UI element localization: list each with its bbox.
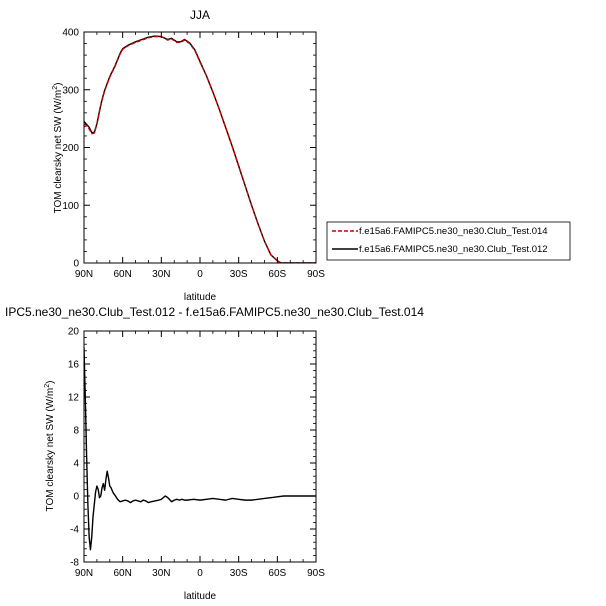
bottom-chart-xlabel: latitude [184, 591, 217, 602]
bottom-chart-ytick-label: 16 [68, 360, 80, 371]
top-chart-xtick-label: 60N [113, 269, 131, 280]
top-chart-plot-area: 90N 60N 30N 0 30S 60S 90S 0 100 200 300 400 [62, 28, 325, 281]
bottom-chart-ytick-label: 8 [73, 426, 79, 437]
bottom-chart-xtick-label: 90S [307, 568, 325, 579]
bottom-chart-frame [83, 330, 317, 563]
bottom-chart-title: IPC5.ne30_ne30.Club_Test.012 - f.e15a6.F… [5, 305, 424, 319]
top-chart-ytick-label: 300 [62, 85, 79, 96]
top-chart-xtick-label: 30S [230, 269, 248, 280]
legend: f.e15a6.FAMIPC5.ne30_ne30.Club_Test.014 … [326, 221, 571, 261]
bottom-chart: IPC5.ne30_ne30.Club_Test.012 - f.e15a6.F… [5, 305, 424, 602]
bottom-chart-xtick-label: 60S [268, 568, 286, 579]
top-chart-xtick-label: 30N [152, 269, 170, 280]
bottom-chart-ylabel-close: ) [45, 381, 56, 384]
top-chart-ylabel-close: ) [53, 83, 64, 86]
bottom-chart-series-line-1 [84, 347, 316, 551]
top-chart-xlabel: latitude [184, 292, 217, 303]
top-chart-xtick-label: 60S [268, 269, 286, 280]
bottom-chart-ylabel-sup: 2 [44, 384, 51, 388]
top-chart-ylabel-text: TOM clearsky net SW (W/m [53, 90, 64, 214]
bottom-chart-xtick-label: 60N [113, 568, 131, 579]
top-chart-ytick-label: 400 [62, 28, 79, 39]
bottom-chart-xtick-label: 90N [75, 568, 93, 579]
legend-label-series-2: f.e15a6.FAMIPC5.ne30_ne30.Club_Test.012 [359, 244, 548, 255]
top-chart-title: JJA [190, 8, 210, 22]
bottom-chart-ytick-label: 4 [73, 459, 79, 470]
bottom-chart-xtick-label: 0 [197, 568, 203, 579]
top-chart-xtick-label: 90S [307, 269, 325, 280]
bottom-chart-ylabel-text: TOM clearsky net SW (W/m [45, 388, 56, 512]
top-chart-xtick-label: 0 [197, 269, 203, 280]
bottom-chart-ytick-label: 20 [68, 327, 80, 338]
top-chart-xtick-label: 90N [75, 269, 93, 280]
legend-label-series-1: f.e15a6.FAMIPC5.ne30_ne30.Club_Test.014 [359, 226, 548, 237]
top-chart: JJA 90N 60N 30N 0 30S 60S 90S 0 100 200 300 400 lat… [52, 8, 571, 303]
bottom-chart-xtick-label: 30S [230, 568, 248, 579]
legend-box [326, 221, 571, 261]
bottom-chart-plot-area: 90N 60N 30N 0 30S 60S 90S -8 -4 0 4 8 12 16 20 [68, 327, 325, 580]
top-chart-ytick-label: 200 [62, 143, 79, 154]
top-chart-ytick-label: 100 [62, 201, 79, 212]
top-chart-ytick-label: 0 [73, 259, 79, 270]
bottom-chart-ytick-label: 12 [68, 393, 80, 404]
top-chart-frame [83, 31, 317, 264]
top-chart-series-line-2 [84, 35, 316, 263]
bottom-chart-ytick-label: -4 [70, 525, 79, 536]
top-chart-ylabel-sup: 2 [52, 86, 59, 90]
bottom-chart-ytick-label: 0 [73, 492, 79, 503]
top-chart-series-line-1 [84, 35, 316, 263]
bottom-chart-ytick-label: -8 [70, 558, 79, 569]
bottom-chart-ylabel: TOM clearsky net SW (W/m2) [44, 381, 56, 512]
bottom-chart-xtick-label: 30N [152, 568, 170, 579]
top-chart-ylabel: TOM clearsky net SW (W/m2) [52, 83, 64, 214]
